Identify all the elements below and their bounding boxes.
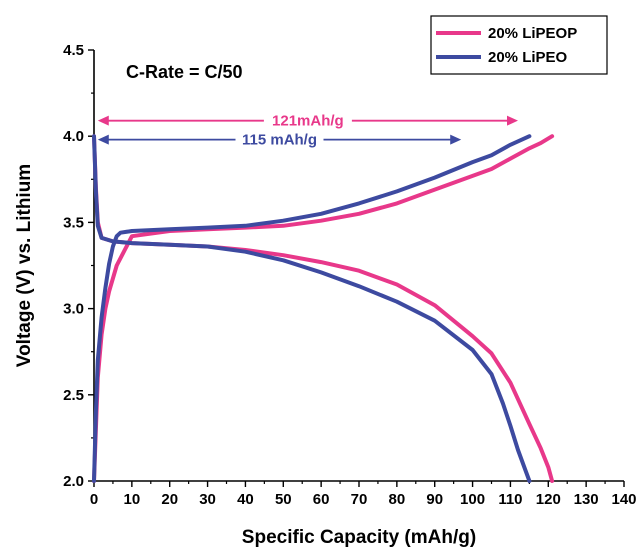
x-tick-label: 70 (351, 491, 368, 508)
series-liPEO-discharge-curve (94, 136, 529, 481)
series-layer (94, 136, 552, 481)
x-tick-label: 110 (498, 491, 522, 508)
legend: 20% LiPEOP 20% LiPEO (431, 16, 607, 74)
x-tick-label: 90 (426, 491, 443, 508)
series-liPEO-charge-curve (94, 136, 529, 481)
arrow-head-right (507, 116, 518, 126)
annotation-layer: C-Rate = C/50 121mAh/g 115 mAh/g (98, 62, 518, 150)
x-axis-ticks: 0 10 20 30 40 50 60 70 80 90 100 110 120 130 140 (90, 481, 637, 508)
x-tick-label: 20 (161, 491, 178, 508)
series-liPEOP-charge-curve (94, 136, 552, 481)
arrow-head-right (450, 135, 461, 145)
arrow-head-left (98, 135, 109, 145)
x-axis-title: Specific Capacity (mAh/g) (242, 527, 476, 548)
x-tick-label: 50 (275, 491, 292, 508)
x-tick-label: 100 (460, 491, 485, 508)
x-tick-label: 30 (199, 491, 216, 508)
x-tick-label: 80 (389, 491, 406, 508)
y-tick-label: 4.5 (63, 42, 84, 59)
c-rate-annotation: C-Rate = C/50 (126, 62, 243, 82)
legend-label-liPEOP: 20% LiPEOP (488, 25, 577, 42)
y-tick-label: 2.0 (63, 473, 84, 490)
arrow-head-left (98, 116, 109, 126)
y-tick-label: 3.5 (63, 214, 84, 231)
x-tick-label: 40 (237, 491, 254, 508)
series-liPEOP-discharge-curve (94, 136, 552, 481)
y-tick-label: 4.0 (63, 128, 84, 145)
y-axis-title: Voltage (V) vs. Lithium (14, 164, 35, 367)
x-tick-label: 140 (611, 491, 636, 508)
x-tick-label: 0 (90, 491, 98, 508)
y-tick-label: 2.5 (63, 387, 84, 404)
capacity-label-liPEOP: 121mAh/g (272, 113, 344, 130)
capacity-label-liPEO: 115 mAh/g (242, 132, 317, 149)
x-tick-label: 60 (313, 491, 330, 508)
plot-frame (94, 50, 624, 481)
y-tick-label: 3.0 (63, 301, 84, 318)
x-tick-label: 120 (536, 491, 561, 508)
legend-label-liPEO: 20% LiPEO (488, 49, 568, 66)
x-tick-label: 10 (124, 491, 141, 508)
y-axis-ticks: 2.0 2.5 3.0 3.5 4.0 4.5 (63, 42, 94, 490)
x-tick-label: 130 (574, 491, 599, 508)
